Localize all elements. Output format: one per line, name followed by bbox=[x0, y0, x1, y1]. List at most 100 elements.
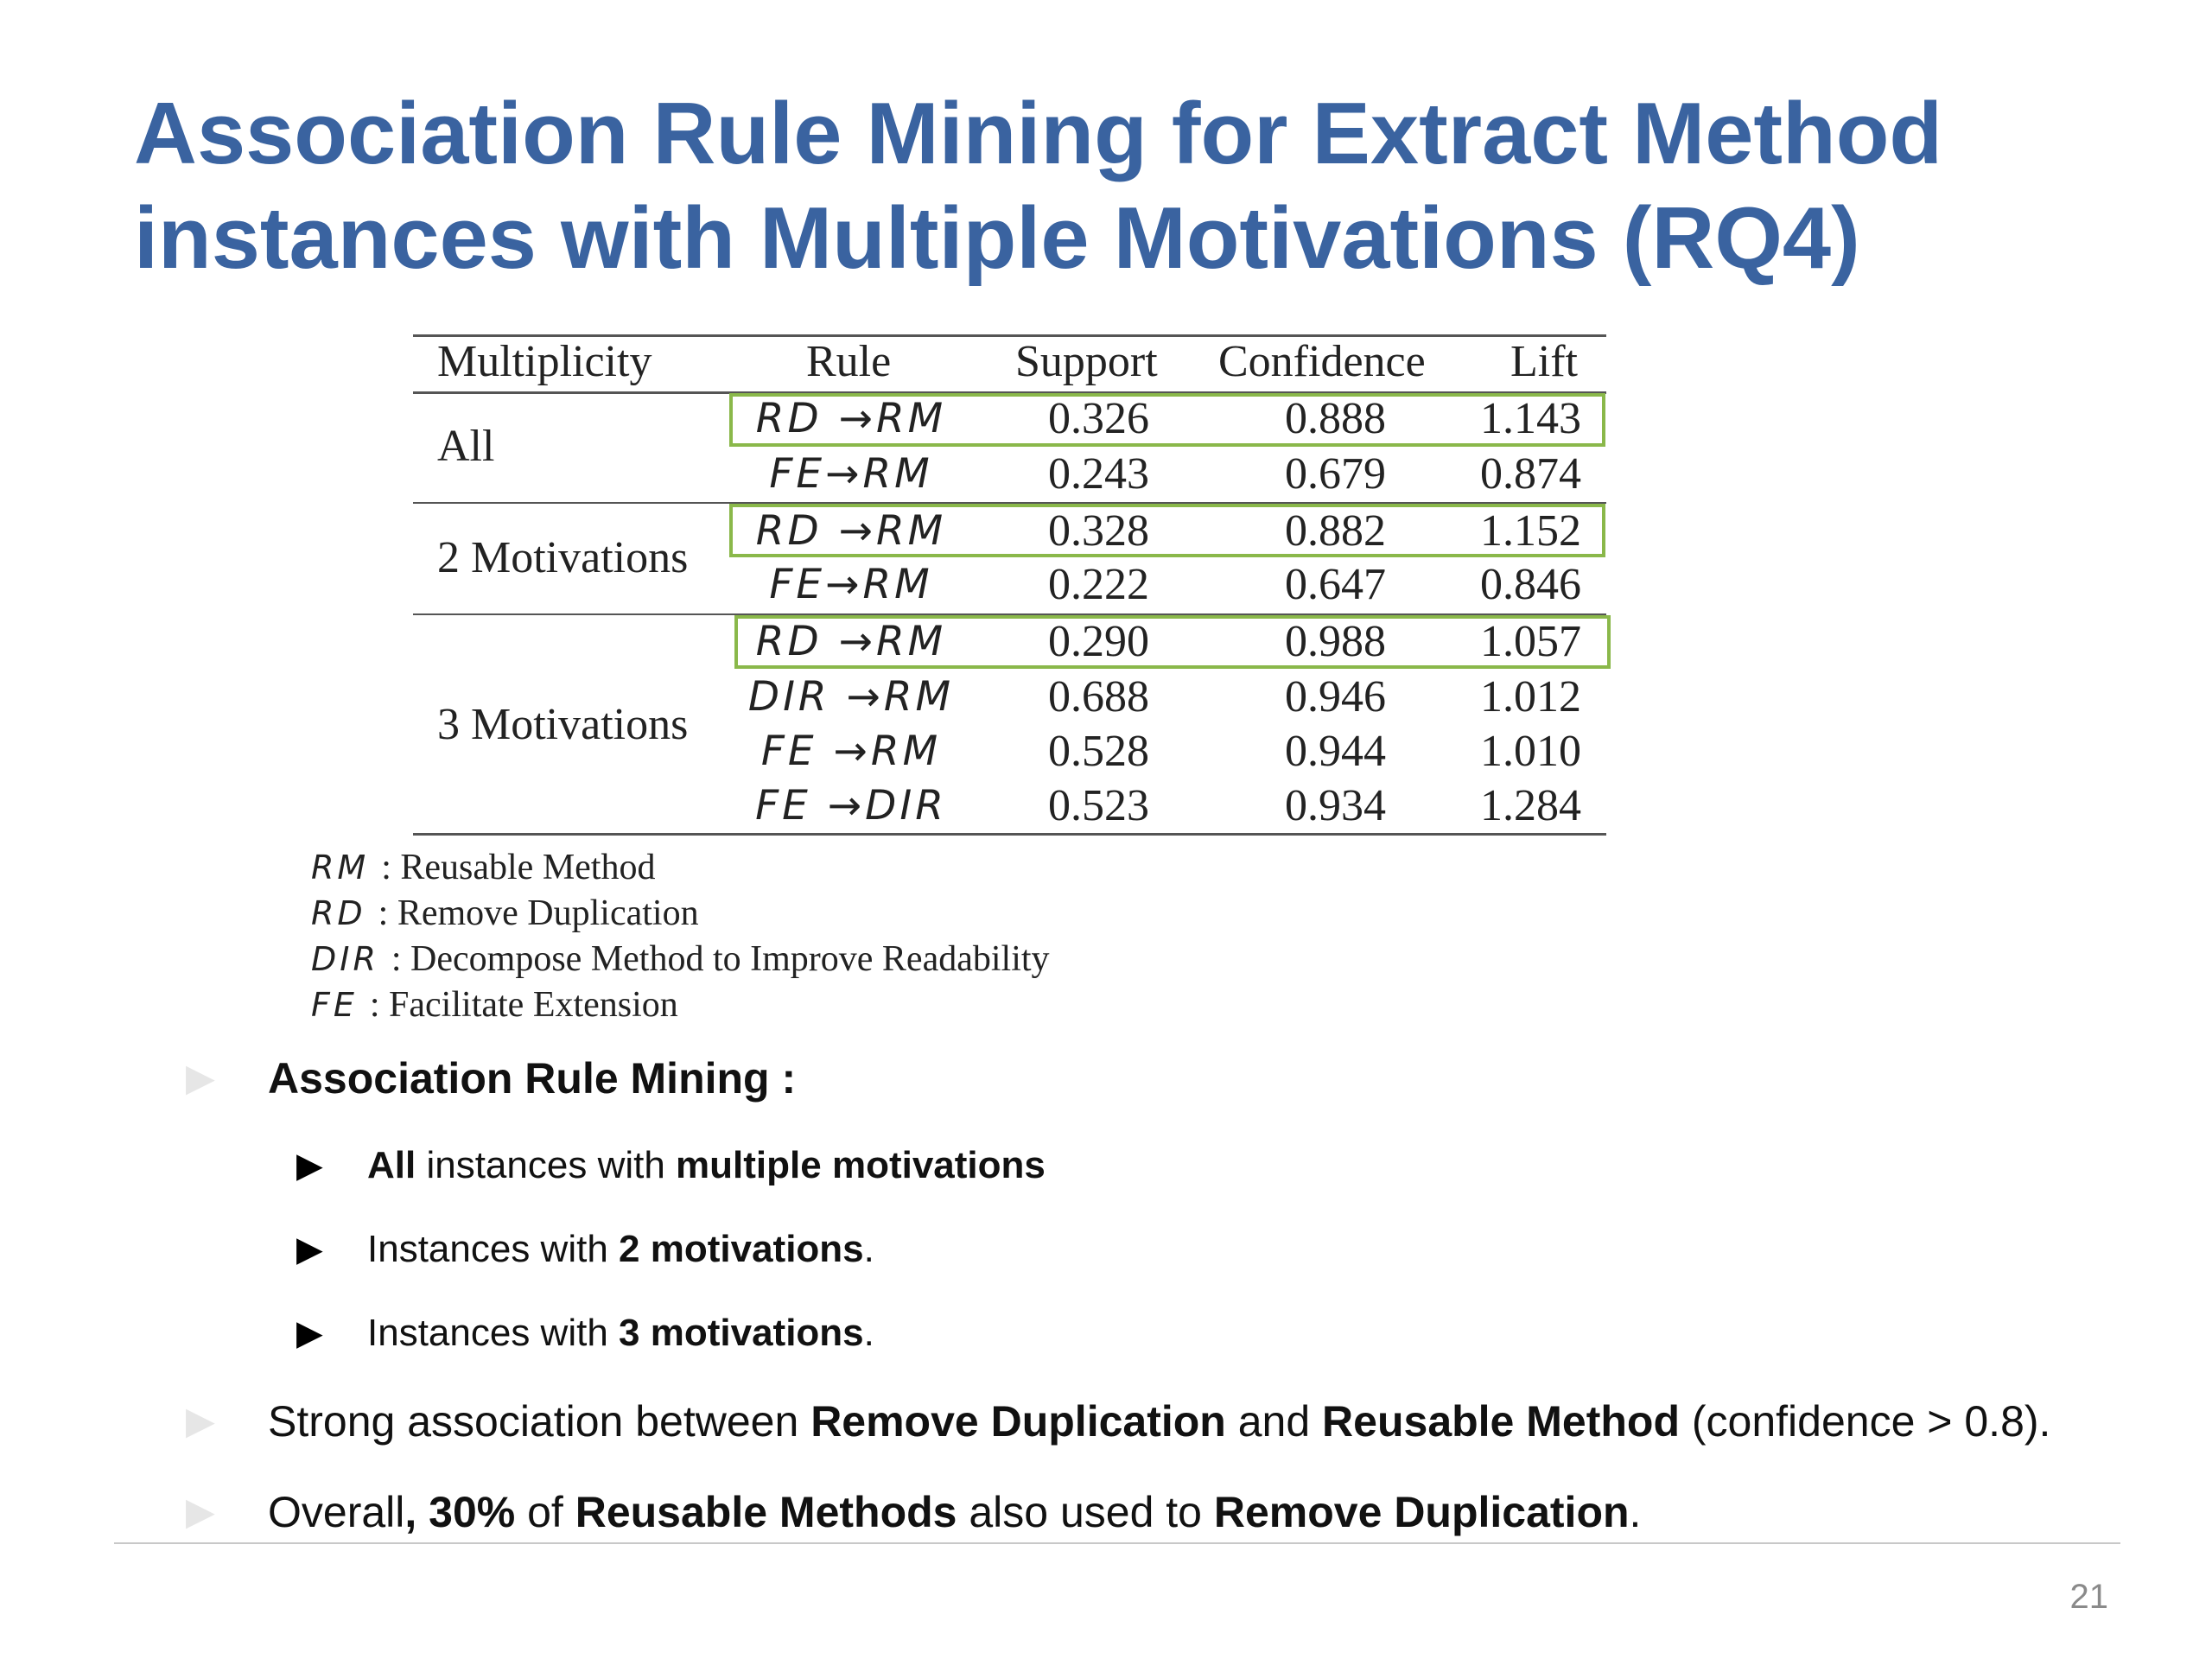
legend-text: : Decompose Method to Improve Readabilit… bbox=[391, 939, 1050, 979]
bullet-association-rule-mining: ▶ Association Rule Mining : bbox=[186, 1052, 797, 1104]
abbreviation-legend: RM : Reusable Method RD: Remove Duplicati… bbox=[311, 845, 1050, 1028]
bold-text: Remove Duplication bbox=[810, 1397, 1226, 1446]
plain-text: Strong association between bbox=[268, 1397, 811, 1446]
header-support: Support bbox=[1015, 337, 1158, 386]
bullet-arrow-icon: ▶ bbox=[296, 1230, 323, 1268]
legend-abbr: RM bbox=[311, 849, 370, 887]
table-top-rule bbox=[413, 334, 1606, 337]
highlight-box-all bbox=[729, 393, 1605, 447]
support-cell: 0.523 bbox=[1048, 781, 1149, 830]
bold-text: 3 motivations bbox=[619, 1312, 864, 1354]
support-cell: 0.243 bbox=[1048, 449, 1149, 499]
lift-cell: 1.143 bbox=[1480, 394, 1581, 443]
legend-item-rm: RM : Reusable Method bbox=[311, 845, 1050, 891]
bullet-arrow-icon: ▶ bbox=[186, 1057, 215, 1099]
rule-cell: FE→RM bbox=[769, 450, 933, 498]
confidence-cell: 0.882 bbox=[1285, 506, 1386, 556]
legend-item-fe: FE : Facilitate Extension bbox=[311, 982, 1050, 1028]
legend-abbr: DIR bbox=[311, 940, 379, 978]
support-cell: 0.222 bbox=[1048, 560, 1149, 609]
slide-title-line-2: instances with Multiple Motivations (RQ4… bbox=[134, 190, 1860, 287]
bullet-heading: Association Rule Mining : bbox=[268, 1054, 797, 1103]
legend-item-rd: RD: Remove Duplication bbox=[311, 891, 1050, 937]
rule-cell: RD →RM bbox=[755, 618, 947, 665]
bullet-arrow-icon: ▶ bbox=[186, 1400, 215, 1442]
header-rule: Rule bbox=[806, 337, 892, 386]
group-label-all: All bbox=[437, 422, 495, 471]
lift-cell: 1.152 bbox=[1480, 506, 1581, 556]
bold-text: Reusable Method bbox=[1322, 1397, 1680, 1446]
legend-text: : Reusable Method bbox=[381, 848, 656, 887]
rule-cell: RD →RM bbox=[755, 395, 947, 442]
confidence-cell: 0.988 bbox=[1285, 617, 1386, 666]
lift-cell: 1.057 bbox=[1480, 617, 1581, 666]
plain-text: of bbox=[515, 1488, 575, 1536]
association-rules-table: Multiplicity Rule Support Confidence Lif… bbox=[413, 334, 1611, 836]
plain-text: Instances with bbox=[367, 1312, 620, 1354]
lift-cell: 0.874 bbox=[1480, 449, 1581, 499]
plain-text: instances with bbox=[416, 1144, 677, 1186]
group-label-3-motivations: 3 Motivations bbox=[437, 700, 689, 749]
legend-text: : Remove Duplication bbox=[378, 893, 699, 933]
plain-text: and bbox=[1225, 1397, 1323, 1446]
support-cell: 0.528 bbox=[1048, 727, 1149, 776]
confidence-cell: 0.934 bbox=[1285, 781, 1386, 830]
support-cell: 0.688 bbox=[1048, 672, 1149, 721]
bullet-arrow-icon: ▶ bbox=[186, 1491, 215, 1533]
bold-text: All bbox=[367, 1144, 416, 1186]
confidence-cell: 0.647 bbox=[1285, 560, 1386, 609]
plain-text: (confidence > 0.8). bbox=[1680, 1397, 2051, 1446]
group-label-2-motivations: 2 Motivations bbox=[437, 533, 689, 582]
table-bottom-rule bbox=[413, 833, 1606, 836]
bullet-overall: ▶ Overall, 30% of Reusable Methods also … bbox=[186, 1486, 1642, 1538]
rule-cell: DIR →RM bbox=[747, 673, 955, 721]
sub-bullet-2-motivations: ▶ Instances with 2 motivations. bbox=[296, 1226, 874, 1273]
legend-abbr: FE bbox=[311, 986, 358, 1024]
legend-text: : Facilitate Extension bbox=[369, 985, 678, 1025]
support-cell: 0.290 bbox=[1048, 617, 1149, 666]
bullet-arrow-icon: ▶ bbox=[296, 1314, 323, 1352]
group-separator bbox=[413, 613, 1606, 615]
confidence-cell: 0.944 bbox=[1285, 727, 1386, 776]
slide-title: Association Rule Mining for Extract Meth… bbox=[134, 82, 2121, 291]
highlight-box-2-motivations bbox=[729, 504, 1605, 557]
header-lift: Lift bbox=[1510, 337, 1578, 386]
header-multiplicity: Multiplicity bbox=[437, 337, 652, 386]
footer-divider bbox=[114, 1542, 2120, 1544]
bold-text: 2 motivations bbox=[619, 1228, 864, 1270]
support-cell: 0.326 bbox=[1048, 394, 1149, 443]
highlight-box-3-motivations bbox=[734, 615, 1611, 669]
slide-title-line-1: Association Rule Mining for Extract Meth… bbox=[134, 86, 1943, 182]
bold-text: multiple motivations bbox=[676, 1144, 1046, 1186]
plain-text: also used to bbox=[957, 1488, 1214, 1536]
rule-cell: RD →RM bbox=[755, 507, 947, 555]
group-separator bbox=[413, 502, 1606, 504]
plain-text: Instances with bbox=[367, 1228, 620, 1270]
bullet-strong-association: ▶ Strong association between Remove Dupl… bbox=[186, 1395, 2051, 1447]
lift-cell: 1.010 bbox=[1480, 727, 1581, 776]
plain-text: Overall bbox=[268, 1488, 405, 1536]
bullet-arrow-icon: ▶ bbox=[296, 1147, 323, 1185]
lift-cell: 1.012 bbox=[1480, 672, 1581, 721]
legend-item-dir: DIR : Decompose Method to Improve Readabi… bbox=[311, 937, 1050, 982]
support-cell: 0.328 bbox=[1048, 506, 1149, 556]
sub-bullet-all-instances: ▶ All instances with multiple motivation… bbox=[296, 1142, 1046, 1189]
lift-cell: 0.846 bbox=[1480, 560, 1581, 609]
plain-text: . bbox=[863, 1312, 874, 1354]
page-number: 21 bbox=[2069, 1578, 2109, 1616]
bold-text: Reusable Methods bbox=[575, 1488, 957, 1536]
sub-bullet-3-motivations: ▶ Instances with 3 motivations. bbox=[296, 1310, 874, 1357]
confidence-cell: 0.946 bbox=[1285, 672, 1386, 721]
confidence-cell: 0.679 bbox=[1285, 449, 1386, 499]
header-confidence: Confidence bbox=[1218, 337, 1426, 386]
rule-cell: FE →RM bbox=[760, 728, 942, 775]
bold-text: Remove Duplication bbox=[1213, 1488, 1630, 1536]
rule-cell: FE→RM bbox=[769, 561, 933, 608]
bold-text: , 30% bbox=[404, 1488, 516, 1536]
plain-text: . bbox=[863, 1228, 874, 1270]
confidence-cell: 0.888 bbox=[1285, 394, 1386, 443]
plain-text: . bbox=[1629, 1488, 1642, 1536]
header-separator bbox=[413, 391, 1606, 394]
lift-cell: 1.284 bbox=[1480, 781, 1581, 830]
rule-cell: FE →DIR bbox=[755, 782, 947, 830]
